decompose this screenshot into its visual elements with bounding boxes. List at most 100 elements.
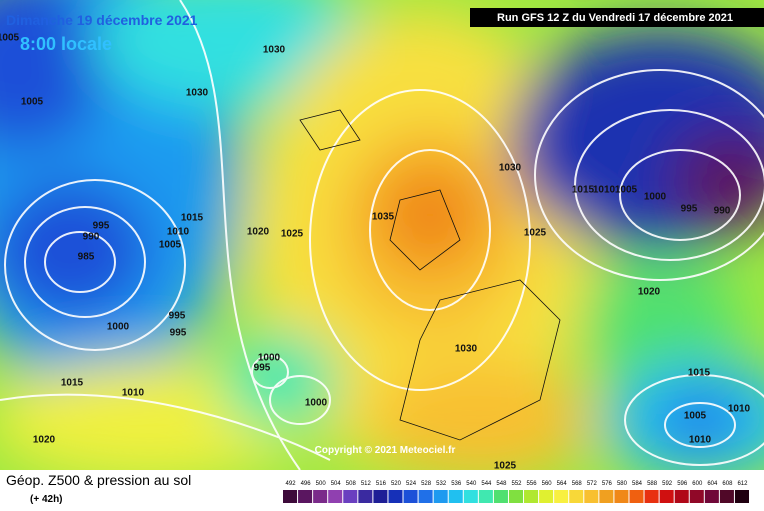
scale-label: 584: [632, 481, 643, 487]
scale-swatch: [313, 490, 328, 503]
scale-label: 540: [466, 481, 477, 487]
copyright: Copyright © 2021 Meteociel.fr: [315, 445, 456, 456]
isobar-label: 1030: [499, 163, 522, 174]
isobar-label: 1030: [263, 45, 286, 56]
isobar-label: 1025: [524, 228, 547, 239]
scale-label: 600: [692, 481, 703, 487]
isobar-label: 995: [254, 363, 271, 374]
scale-label: 532: [436, 481, 447, 487]
isobar-label: 990: [714, 206, 731, 217]
scale-swatch: [524, 490, 539, 503]
isobar-label: 1000: [644, 192, 667, 203]
footer-title: Géop. Z500 & pression au sol: [6, 472, 191, 488]
scale-label: 564: [557, 481, 568, 487]
scale-swatch: [283, 490, 298, 503]
scale-label: 528: [421, 481, 432, 487]
isobar-label: 1015: [61, 378, 84, 389]
scale-swatch: [704, 490, 719, 503]
scale-swatch: [418, 490, 433, 503]
time: 8:00 locale: [20, 34, 112, 54]
scale-swatch: [539, 490, 554, 503]
scale-swatch: [659, 490, 674, 503]
scale-label: 520: [391, 481, 402, 487]
scale-label: 592: [662, 481, 673, 487]
scale-label: 516: [376, 481, 387, 487]
scale-swatch: [719, 490, 734, 503]
isobar-label: 1015: [572, 185, 595, 196]
isobar-label: 1010: [728, 404, 751, 415]
isobar-label: 985: [78, 252, 95, 263]
isobar-label: 990: [83, 232, 100, 243]
isobar-label: 1015: [181, 213, 204, 224]
scale-label: 576: [602, 481, 613, 487]
scale-swatch: [343, 490, 358, 503]
scale-label: 508: [346, 481, 357, 487]
scale-swatch: [584, 490, 599, 503]
scale-swatch: [508, 490, 524, 503]
scale-swatch: [689, 490, 704, 503]
isobar-label: 995: [681, 204, 698, 215]
isobar-label: 1005: [615, 185, 638, 196]
scale-label: 492: [286, 481, 297, 487]
scale-label: 496: [301, 481, 312, 487]
scale-swatch: [493, 490, 508, 503]
isobar-label: 1000: [305, 398, 328, 409]
run-info: Run GFS 12 Z du Vendredi 17 décembre 202…: [497, 12, 733, 24]
isobar-labels: 1005103010301005995990985101510101005102…: [0, 33, 751, 472]
isobar-label: 1020: [638, 287, 661, 298]
scale-swatch: [644, 490, 659, 503]
isobar-label: 1025: [281, 229, 304, 240]
scale-label: 536: [451, 481, 462, 487]
scale-label: 560: [542, 481, 553, 487]
color-scale: 492 496 500 504 508 512 516 520 524 528 532 536 540 5…: [283, 481, 749, 503]
scale-label: 572: [587, 481, 598, 487]
scale-swatch: [358, 490, 373, 503]
scale-label: 612: [737, 481, 748, 487]
scale-swatch: [373, 490, 388, 503]
isobar-label: 1015: [688, 368, 711, 379]
isobar-label: 1005: [159, 240, 182, 251]
scale-label: 604: [707, 481, 718, 487]
scale-label: 544: [481, 481, 492, 487]
isobar-label: 995: [169, 311, 186, 322]
scale-swatch: [298, 490, 313, 503]
isobar-label: 995: [170, 328, 187, 339]
scale-label: 588: [647, 481, 658, 487]
isobar-label: 1010: [167, 227, 190, 238]
scale-swatch: [734, 490, 749, 503]
isobar-label: 1010: [122, 388, 145, 399]
scale-label: 556: [527, 481, 538, 487]
isobar-label: 1025: [494, 461, 517, 472]
isobar-label: 1010: [593, 185, 616, 196]
scale-swatch: [403, 490, 418, 503]
isobar-label: 1035: [372, 212, 395, 223]
scale-label: 552: [511, 481, 522, 487]
isobar-label: 1005: [21, 97, 44, 108]
scale-swatch: [388, 490, 403, 503]
scale-label: 548: [496, 481, 507, 487]
scale-swatch: [448, 490, 463, 503]
scale-swatch: [629, 490, 644, 503]
isobar-label: 1020: [247, 227, 270, 238]
scale-label: 608: [722, 481, 733, 487]
isobar-label: 1000: [107, 322, 130, 333]
scale-swatch: [569, 490, 584, 503]
isobar-label: 995: [93, 221, 110, 232]
isobar-label: 1005: [684, 411, 707, 422]
isobar-label: 1000: [258, 353, 281, 364]
scale-swatch: [328, 490, 343, 503]
date: Dimanche 19 décembre 2021: [6, 12, 198, 28]
scale-swatch: [614, 490, 629, 503]
scale-swatch: [478, 490, 493, 503]
scale-swatch: [674, 490, 689, 503]
scale-swatch: [433, 490, 448, 503]
isobar-label: 1020: [33, 435, 56, 446]
scale-label: 524: [406, 481, 417, 487]
scale-swatch: [599, 490, 614, 503]
scale-swatch: [554, 490, 569, 503]
lead-time: (+ 42h): [30, 494, 63, 505]
isobar-label: 1010: [689, 435, 712, 446]
map-field: [0, 0, 764, 480]
